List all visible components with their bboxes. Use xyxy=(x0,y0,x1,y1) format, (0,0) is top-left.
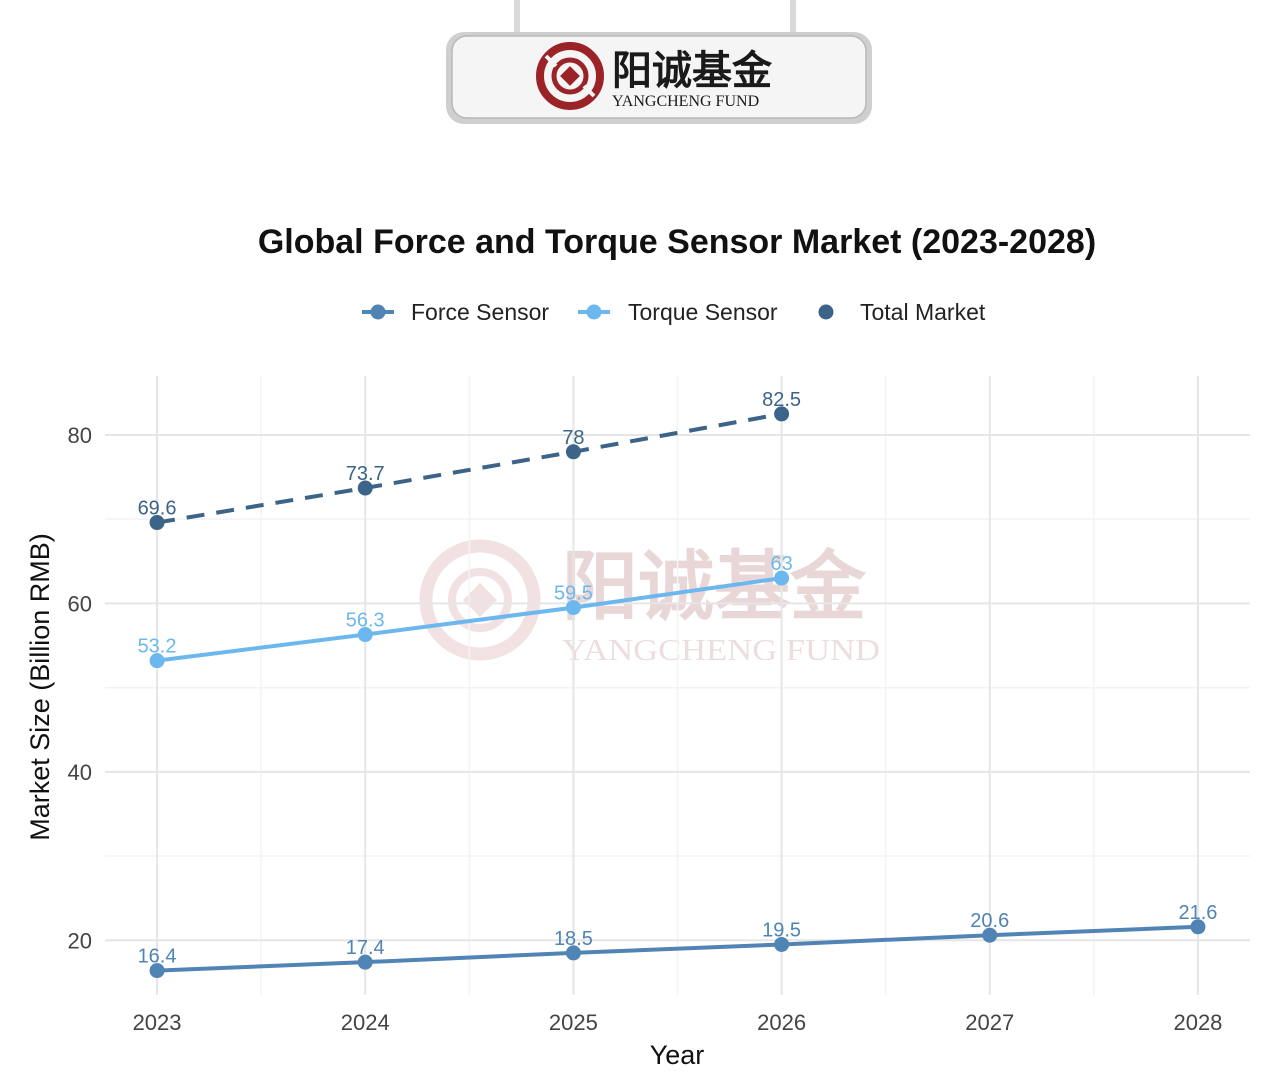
y-tick-label: 60 xyxy=(68,591,92,616)
data-point xyxy=(149,963,165,979)
x-axis-title: Year xyxy=(650,1040,705,1070)
legend-swatch-point xyxy=(370,304,386,320)
legend-swatch-point xyxy=(586,304,602,320)
data-point xyxy=(357,480,373,496)
brand-name-cn: 阳诚基金 xyxy=(612,47,773,94)
y-tick-label: 80 xyxy=(68,423,92,448)
data-point xyxy=(565,600,581,616)
series-total-market: 69.6 73.7 78 82.5 xyxy=(138,389,801,531)
data-point xyxy=(774,406,790,422)
x-tick-label: 2023 xyxy=(133,1010,182,1035)
data-label: 63 xyxy=(770,553,792,575)
data-point xyxy=(565,945,581,961)
data-point xyxy=(357,627,373,643)
legend-item-force-sensor: Force Sensor xyxy=(362,299,549,325)
data-point xyxy=(149,653,165,669)
data-point xyxy=(149,515,165,531)
data-label: 82.5 xyxy=(762,389,801,411)
series-force-sensor: 16.4 17.4 18.5 19.5 20.6 21.6 xyxy=(138,902,1217,979)
sign-board xyxy=(451,35,867,119)
y-tick-label: 40 xyxy=(68,760,92,785)
data-label: 73.7 xyxy=(346,463,385,485)
y-tick-label: 20 xyxy=(68,928,92,953)
watermark-name-en: YANGCHENG FUND xyxy=(562,632,880,667)
series-torque-sensor: 53.2 56.3 59.5 63 xyxy=(138,553,793,669)
sign-hanger-left xyxy=(514,0,520,36)
data-label: 56.3 xyxy=(346,610,385,632)
series-layer: 16.4 17.4 18.5 19.5 20.6 21.6 53.2 56.3 59.5 63 69… xyxy=(138,389,1217,979)
brand-name-en: YANGCHENG FUND xyxy=(612,93,759,110)
data-point xyxy=(774,570,790,586)
data-label: 21.6 xyxy=(1178,902,1217,924)
data-label: 16.4 xyxy=(138,946,177,968)
data-point xyxy=(774,936,790,952)
legend-swatch-point xyxy=(818,304,834,320)
sign-hanger-right xyxy=(790,0,796,36)
data-label: 59.5 xyxy=(554,583,593,605)
x-tick-label: 2024 xyxy=(341,1010,390,1035)
data-label: 18.5 xyxy=(554,928,593,950)
data-label: 53.2 xyxy=(138,636,177,658)
data-label: 78 xyxy=(562,427,584,449)
legend-item-torque-sensor: Torque Sensor xyxy=(578,299,778,325)
data-label: 20.6 xyxy=(970,910,1009,932)
legend-label: Force Sensor xyxy=(411,299,549,325)
data-point xyxy=(1190,919,1206,935)
series-line xyxy=(156,924,1199,973)
legend-label: Torque Sensor xyxy=(628,299,778,325)
legend: Force Sensor Torque Sensor Total Market xyxy=(362,299,986,325)
y-axis-title: Market Size (Billion RMB) xyxy=(25,533,55,841)
watermark: 阳诚基金 YANGCHENG FUND xyxy=(419,539,880,667)
chart-title: Global Force and Torque Sensor Market (2… xyxy=(258,223,1096,261)
grid xyxy=(105,376,1250,995)
legend-item-total-market: Total Market xyxy=(818,299,986,325)
data-point xyxy=(982,927,998,943)
brand-header: 阳诚基金 YANGCHENG FUND xyxy=(446,0,872,124)
axes: 2023 2024 2025 2026 2027 2028 20 40 60 80 xyxy=(68,423,1223,1035)
data-point xyxy=(357,954,373,970)
data-label: 17.4 xyxy=(346,937,385,959)
series-line xyxy=(156,576,782,663)
x-tick-label: 2028 xyxy=(1173,1010,1222,1035)
legend-label: Total Market xyxy=(860,299,986,325)
x-tick-label: 2025 xyxy=(549,1010,598,1035)
data-point xyxy=(565,444,581,460)
data-label: 19.5 xyxy=(762,919,801,941)
series-line xyxy=(156,411,782,525)
x-tick-label: 2026 xyxy=(757,1010,806,1035)
data-label: 69.6 xyxy=(138,498,177,520)
x-tick-label: 2027 xyxy=(965,1010,1014,1035)
watermark-logo-icon xyxy=(419,539,541,661)
